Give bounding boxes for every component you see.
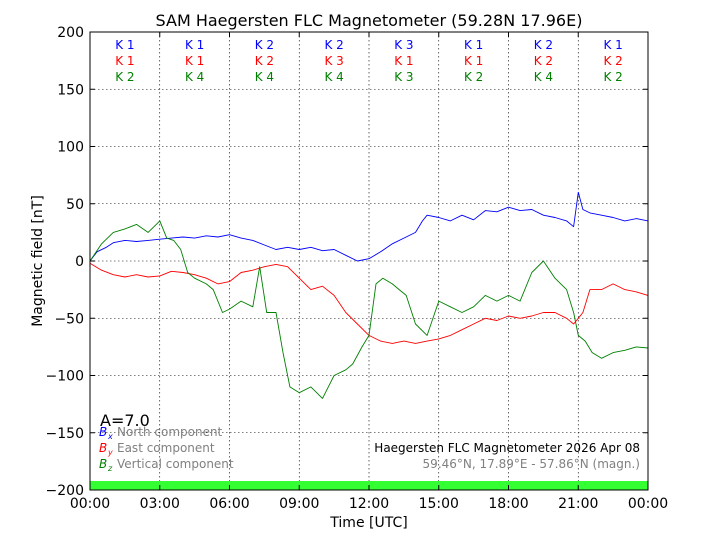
k-index-label: K 1 [185, 54, 204, 68]
x-tick-label: 21:00 [558, 496, 598, 512]
k-index-label: K 1 [185, 38, 204, 52]
legend-label-x: North component [117, 425, 223, 439]
k-index-label: K 4 [255, 70, 274, 84]
y-tick-label: 100 [57, 140, 84, 156]
k-index-labels: K 1 K 1 K 2 K 2 K 3 K 1 K 2 K 1 K 1 K 1 K 2 K 3 K 1 K… [115, 38, 623, 84]
k-index-label: K 1 [603, 38, 622, 52]
y-tick-label: −150 [46, 426, 84, 442]
activity-index: A=7.0 [100, 411, 150, 430]
k-index-label: K 4 [534, 70, 553, 84]
x-tick-label: 00:00 [70, 496, 110, 512]
axis-ticks: 00:00 03:00 06:00 09:00 12:00 15:00 18:00 21:00… [46, 25, 669, 512]
k-index-label: K 1 [115, 54, 134, 68]
chart-title: SAM Haegersten FLC Magnetometer (59.28N … [156, 11, 583, 30]
k-index-label: K 1 [464, 38, 483, 52]
series-line-x [89, 191, 649, 262]
y-tick-label: 0 [75, 254, 84, 270]
x-tick-label: 09:00 [279, 496, 319, 512]
k-index-label: K 2 [603, 70, 622, 84]
legend-symbol-z: B [99, 457, 107, 471]
k-index-label: K 3 [394, 38, 413, 52]
k-index-label: K 2 [115, 70, 134, 84]
series-lines [89, 191, 649, 399]
legend-symbol-y: B [99, 441, 107, 455]
x-tick-label: 06:00 [209, 496, 249, 512]
k-index-label: K 2 [534, 38, 553, 52]
x-tick-label: 00:00 [628, 496, 668, 512]
k-index-label: K 2 [603, 54, 622, 68]
y-tick-label: −50 [54, 311, 84, 327]
x-tick-label: 18:00 [488, 496, 528, 512]
k-index-label: K 3 [324, 54, 343, 68]
y-tick-label: −200 [46, 483, 84, 499]
y-tick-label: −100 [46, 369, 84, 385]
k-index-label: K 4 [185, 70, 204, 84]
legend-subscript-z: z [107, 464, 113, 473]
legend-subscript-y: y [107, 448, 113, 457]
x-tick-label: 15:00 [419, 496, 459, 512]
y-tick-label: 200 [57, 25, 84, 41]
legend-label-z: Vertical component [117, 457, 234, 471]
y-tick-label: 50 [66, 197, 84, 213]
k-index-label: K 1 [115, 38, 134, 52]
k-index-label: K 2 [464, 70, 483, 84]
k-index-label: K 2 [255, 54, 274, 68]
legend-subscript-x: x [107, 432, 113, 441]
y-tick-label: 150 [57, 82, 84, 98]
x-axis-label: Time [UTC] [329, 515, 407, 531]
k-index-label: K 2 [534, 54, 553, 68]
k-index-label: K 2 [255, 38, 274, 52]
station-coordinates: 59.46°N, 17.89°E - 57.86°N (magn.) [423, 457, 640, 471]
legend-label-y: East component [117, 441, 215, 455]
k-index-label: K 2 [324, 38, 343, 52]
k-index-label: K 1 [394, 54, 413, 68]
grid-lines [90, 32, 648, 490]
series-line-z [89, 220, 649, 399]
x-tick-label: 03:00 [140, 496, 180, 512]
series-line-y [89, 262, 649, 344]
y-axis-label: Magnetic field [nT] [30, 195, 46, 327]
x-tick-label: 12:00 [349, 496, 389, 512]
k-index-label: K 3 [394, 70, 413, 84]
k-index-label: K 1 [464, 54, 483, 68]
legend-symbol-x: B [99, 425, 107, 439]
station-info-line: Haegersten FLC Magnetometer 2026 Apr 08 [374, 441, 640, 455]
k-index-label: K 4 [324, 70, 343, 84]
